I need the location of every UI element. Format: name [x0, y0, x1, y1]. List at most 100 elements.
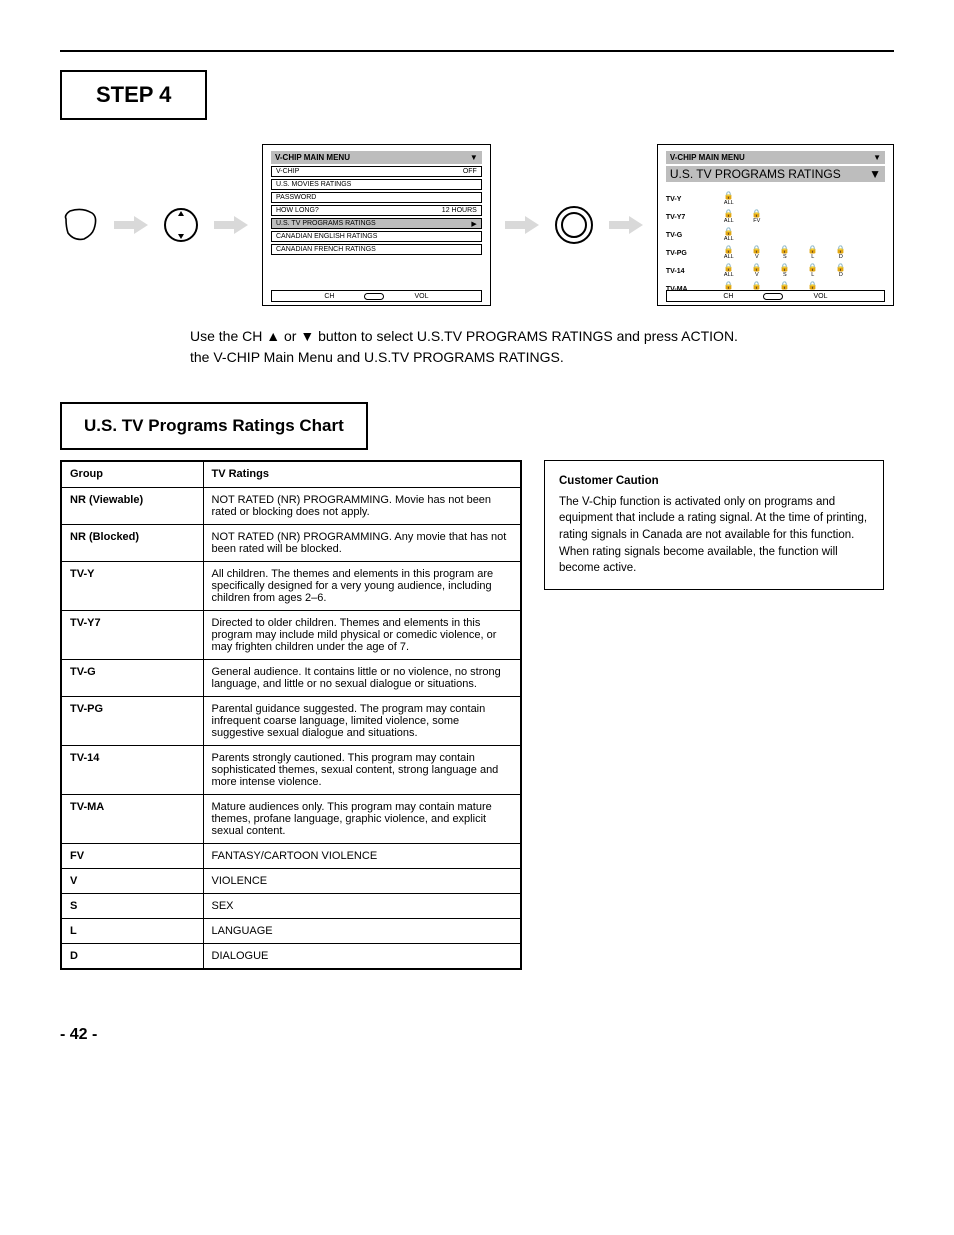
lock-icon: 🔒: [752, 210, 762, 218]
osd-rating-cell: 🔒V: [746, 264, 768, 278]
lock-icon: 🔒: [724, 210, 734, 218]
osd-rating-cell: 🔒ALL: [718, 246, 740, 260]
osd-foot-left: CH: [324, 293, 334, 300]
lock-icon: 🔒: [836, 264, 846, 272]
rating-desc-cell: FANTASY/CARTOON VIOLENCE: [203, 843, 521, 868]
lock-icon: 🔒: [808, 246, 818, 254]
osd-menu-item: CANADIAN FRENCH RATINGS: [271, 244, 482, 255]
lock-icon: 🔒: [724, 192, 734, 200]
channel-dial-icon: [162, 206, 200, 244]
lock-icon: 🔒: [752, 282, 762, 290]
rating-desc-cell: Directed to older children. Themes and e…: [203, 610, 521, 659]
step-label: STEP 4: [96, 82, 171, 107]
osd-rating-cell: 🔒L: [802, 264, 824, 278]
rating-group-cell: FV: [61, 843, 203, 868]
osd-title: V-CHIP MAIN MENU ▼: [666, 151, 885, 164]
osd-menu-item: U.S. TV PROGRAMS RATINGS▶: [271, 218, 482, 229]
osd-footer: CH VOL: [666, 290, 885, 302]
osd-rating-row: TV-PG🔒ALL🔒V🔒S🔒L🔒D: [666, 246, 885, 260]
osd-rating-row: TV-Y🔒ALL: [666, 192, 885, 206]
table-row: FVFANTASY/CARTOON VIOLENCE: [61, 843, 521, 868]
osd-title-text: V-CHIP MAIN MENU: [275, 153, 350, 162]
down-triangle-icon: ▼: [869, 167, 881, 181]
lock-icon: 🔒: [808, 282, 818, 290]
ratings-header-desc: TV Ratings: [203, 461, 521, 487]
lock-icon: 🔒: [724, 282, 734, 290]
osd-menu-item: PASSWORD: [271, 192, 482, 203]
osd-rating-cell: 🔒D: [830, 264, 852, 278]
table-row: LLANGUAGE: [61, 918, 521, 943]
rating-group-cell: L: [61, 918, 203, 943]
ratings-table: Group TV Ratings NR (Viewable)NOT RATED …: [60, 460, 522, 970]
table-row: NR (Viewable)NOT RATED (NR) PROGRAMMING.…: [61, 487, 521, 524]
osd-rating-cell: 🔒S: [774, 264, 796, 278]
rating-desc-cell: NOT RATED (NR) PROGRAMMING. Any movie th…: [203, 524, 521, 561]
rating-desc-cell: LANGUAGE: [203, 918, 521, 943]
osd-menu-item: HOW LONG?12 HOURS: [271, 205, 482, 216]
rating-desc-cell: NOT RATED (NR) PROGRAMMING. Movie has no…: [203, 487, 521, 524]
lock-icon: 🔒: [780, 282, 790, 290]
osd-tv-ratings-panel: V-CHIP MAIN MENU ▼ U.S. TV PROGRAMS RATI…: [657, 144, 894, 306]
osd-rating-cell: 🔒ALL: [718, 210, 740, 224]
osd-rating-cell: 🔒S: [774, 246, 796, 260]
table-row: TV-GGeneral audience. It contains little…: [61, 659, 521, 696]
lock-icon: 🔒: [836, 246, 846, 254]
down-triangle-icon: ▼: [873, 153, 881, 162]
rating-group-cell: TV-MA: [61, 794, 203, 843]
flow-diagram: V-CHIP MAIN MENU ▼ V-CHIPOFF U.S. MOVIES …: [60, 144, 894, 306]
rating-group-cell: TV-Y: [61, 561, 203, 610]
osd-rating-row: TV-Y7🔒ALL🔒FV: [666, 210, 885, 224]
lock-icon: 🔒: [752, 264, 762, 272]
two-column-layout: Group TV Ratings NR (Viewable)NOT RATED …: [60, 460, 894, 970]
lock-icon: 🔒: [752, 246, 762, 254]
arrow-icon: [609, 216, 643, 234]
osd-title: V-CHIP MAIN MENU ▼: [271, 151, 482, 164]
caution-body: The V-Chip function is activated only on…: [559, 494, 869, 577]
lock-icon: 🔒: [780, 264, 790, 272]
table-row: DDIALOGUE: [61, 943, 521, 969]
table-row: TV-PGParental guidance suggested. The pr…: [61, 696, 521, 745]
osd-rating-cell: 🔒D: [830, 246, 852, 260]
instruction-line-2: the V-CHIP Main Menu and U.S.TV PROGRAMS…: [190, 349, 564, 365]
osd-rating-cell: 🔒V: [746, 246, 768, 260]
osd-title-text: V-CHIP MAIN MENU: [670, 153, 745, 162]
table-row: SSEX: [61, 893, 521, 918]
osd-rating-cell: 🔒ALL: [718, 228, 740, 242]
lock-icon: 🔒: [724, 228, 734, 236]
ratings-header-group: Group: [61, 461, 203, 487]
page-top-rule: [60, 50, 894, 52]
rating-desc-cell: All children. The themes and elements in…: [203, 561, 521, 610]
osd-rating-cell: 🔒ALL: [718, 192, 740, 206]
action-press-icon: [553, 204, 595, 246]
osd-menu-list: V-CHIPOFF U.S. MOVIES RATINGS PASSWORD HOW …: [271, 166, 482, 255]
osd-foot-left: CH: [723, 293, 733, 300]
rating-group-cell: S: [61, 893, 203, 918]
osd-rating-cell: 🔒FV: [746, 210, 768, 224]
table-row: VVIOLENCE: [61, 868, 521, 893]
rating-desc-cell: Mature audiences only. This program may …: [203, 794, 521, 843]
rating-desc-cell: SEX: [203, 893, 521, 918]
rating-desc-cell: General audience. It contains little or …: [203, 659, 521, 696]
rating-group-cell: D: [61, 943, 203, 969]
rating-group-cell: TV-14: [61, 745, 203, 794]
rating-group-cell: TV-PG: [61, 696, 203, 745]
osd-foot-indicator: [763, 293, 783, 300]
rating-group-cell: V: [61, 868, 203, 893]
lock-icon: 🔒: [780, 246, 790, 254]
rating-group-cell: TV-Y7: [61, 610, 203, 659]
rating-desc-cell: DIALOGUE: [203, 943, 521, 969]
instruction-line-1: Use the CH ▲ or ▼ button to select U.S.T…: [190, 328, 738, 344]
osd-menu-item: CANADIAN ENGLISH RATINGS: [271, 231, 482, 242]
lock-icon: 🔒: [724, 246, 734, 254]
osd-vchip-main-menu: V-CHIP MAIN MENU ▼ V-CHIPOFF U.S. MOVIES …: [262, 144, 491, 306]
osd-menu-item: U.S. MOVIES RATINGS: [271, 179, 482, 190]
instruction-text: Use the CH ▲ or ▼ button to select U.S.T…: [190, 326, 894, 368]
osd-subtitle: U.S. TV PROGRAMS RATINGS ▼: [666, 166, 885, 182]
osd-menu-item: V-CHIPOFF: [271, 166, 482, 177]
rating-group-cell: NR (Blocked): [61, 524, 203, 561]
osd-rating-cell: 🔒ALL: [718, 264, 740, 278]
arrow-icon: [505, 216, 539, 234]
rating-group-cell: TV-G: [61, 659, 203, 696]
osd-footer: CH VOL: [271, 290, 482, 302]
down-triangle-icon: ▼: [470, 153, 478, 162]
